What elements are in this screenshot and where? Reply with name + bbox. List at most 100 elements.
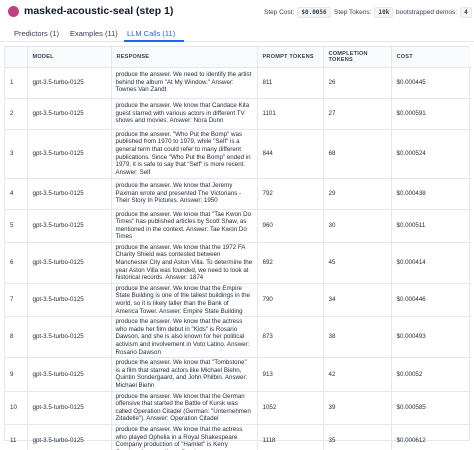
response-cell: produce the answer. We know that Candace… [111, 98, 258, 130]
completion-tokens-cell: 68 [323, 129, 392, 179]
column-header-index [5, 47, 28, 68]
prompt-tokens-cell: 1101 [257, 98, 324, 130]
tab-examples[interactable]: Examples (11) [70, 29, 118, 38]
completion-tokens-cell: 39 [323, 391, 392, 425]
table-row[interactable]: 2 gpt-3.5-turbo-0125 produce the answer.… [5, 98, 471, 130]
cost-cell: $0.000414 [391, 242, 471, 284]
row-index: 7 [5, 283, 28, 318]
table-row[interactable]: 3 gpt-3.5-turbo-0125 produce the answer.… [5, 129, 471, 179]
step-tokens-label: Step Tokens: [334, 8, 372, 16]
prompt-tokens-cell: 1118 [257, 424, 324, 450]
table-row[interactable]: 6 gpt-3.5-turbo-0125 produce the answer.… [5, 242, 471, 284]
column-header-prompt-tokens[interactable]: PROMPT TOKENS [257, 47, 324, 68]
prompt-tokens-cell: 692 [257, 242, 324, 284]
completion-tokens-cell: 34 [323, 283, 392, 318]
completion-tokens-cell: 29 [323, 178, 392, 210]
column-header-response[interactable]: RESPONSE [111, 47, 258, 68]
response-cell: produce the answer. We know that Jeremy … [111, 178, 258, 210]
table-row[interactable]: 9 gpt-3.5-turbo-0125 produce the answer.… [5, 357, 471, 392]
prompt-tokens-cell: 913 [257, 357, 324, 392]
response-cell: produce the answer. We need to identify … [111, 67, 258, 99]
model-cell: gpt-3.5-turbo-0125 [27, 283, 112, 318]
cost-cell: $0.000493 [391, 316, 471, 359]
model-cell: gpt-3.5-turbo-0125 [27, 357, 112, 392]
table-row[interactable]: 5 gpt-3.5-turbo-0125 produce the answer.… [5, 209, 471, 243]
column-header-completion-tokens[interactable]: COMPLETION TOKENS [323, 47, 392, 68]
row-index: 6 [5, 242, 28, 284]
column-header-cost[interactable]: COST [391, 47, 471, 68]
step-cost-label: Step Cost: [264, 8, 295, 16]
row-index: 3 [5, 129, 28, 179]
row-index: 11 [5, 424, 28, 450]
completion-tokens-cell: 38 [323, 316, 392, 359]
cost-cell: $0.000585 [391, 391, 471, 425]
table-row[interactable]: 4 gpt-3.5-turbo-0125 produce the answer.… [5, 178, 471, 210]
prompt-tokens-cell: 1052 [257, 391, 324, 425]
model-cell: gpt-3.5-turbo-0125 [27, 98, 112, 130]
response-cell: produce the answer. We know that "Tombst… [111, 357, 258, 392]
bootstrapped-demos-value: 4 [460, 6, 472, 18]
step-cost-stat: Step Cost: $0.0056 [264, 6, 331, 18]
cost-cell: $0.000591 [391, 98, 471, 130]
response-cell: produce the answer. We know that the act… [111, 424, 258, 450]
bootstrapped-demos-stat: bootstrapped demos: 4 [396, 6, 472, 18]
cost-cell: $0.000445 [391, 67, 471, 99]
table-row[interactable]: 8 gpt-3.5-turbo-0125 produce the answer.… [5, 316, 471, 359]
cost-cell: $0.000446 [391, 283, 471, 318]
table-row[interactable]: 1 gpt-3.5-turbo-0125 produce the answer.… [5, 67, 471, 99]
row-index: 5 [5, 209, 28, 243]
column-header-model[interactable]: MODEL [27, 47, 112, 68]
row-index: 10 [5, 391, 28, 425]
row-index: 2 [5, 98, 28, 130]
completion-tokens-cell: 26 [323, 67, 392, 99]
active-tab-indicator [124, 40, 184, 42]
response-cell: produce the answer. We know that the Emp… [111, 283, 258, 318]
table-row[interactable]: 11 gpt-3.5-turbo-0125 produce the answer… [5, 424, 471, 450]
model-cell: gpt-3.5-turbo-0125 [27, 242, 112, 284]
tab-predictors[interactable]: Predictors (1) [14, 29, 60, 38]
page-title: masked-acoustic-seal (step 1) [24, 5, 174, 17]
cost-cell: $0.00052 [391, 357, 471, 392]
cost-cell: $0.000438 [391, 178, 471, 210]
table-row[interactable]: 10 gpt-3.5-turbo-0125 produce the answer… [5, 391, 471, 425]
model-cell: gpt-3.5-turbo-0125 [27, 129, 112, 179]
prompt-tokens-cell: 844 [257, 129, 324, 179]
page-header: masked-acoustic-seal (step 1) Step Cost:… [0, 0, 474, 24]
model-cell: gpt-3.5-turbo-0125 [27, 67, 112, 99]
cost-cell: $0.000511 [391, 209, 471, 243]
prompt-tokens-cell: 960 [257, 209, 324, 243]
model-cell: gpt-3.5-turbo-0125 [27, 316, 112, 359]
prompt-tokens-cell: 811 [257, 67, 324, 99]
row-index: 8 [5, 316, 28, 359]
completion-tokens-cell: 45 [323, 242, 392, 284]
cost-cell: $0.000524 [391, 129, 471, 179]
cost-cell: $0.000612 [391, 424, 471, 450]
step-tokens-value: 10k [374, 6, 394, 18]
table-header-row: MODEL RESPONSE PROMPT TOKENS COMPLETION … [5, 47, 471, 68]
completion-tokens-cell: 42 [323, 357, 392, 392]
llm-calls-table: MODEL RESPONSE PROMPT TOKENS COMPLETION … [5, 47, 471, 450]
prompt-tokens-cell: 873 [257, 316, 324, 359]
response-cell: produce the answer. We know that the 197… [111, 242, 258, 284]
model-cell: gpt-3.5-turbo-0125 [27, 424, 112, 450]
response-cell: produce the answer. We know that the Ger… [111, 391, 258, 425]
table-row[interactable]: 7 gpt-3.5-turbo-0125 produce the answer.… [5, 283, 471, 318]
prompt-tokens-cell: 790 [257, 283, 324, 318]
tab-bar: Predictors (1) Examples (11) LLM Calls (… [0, 26, 474, 42]
row-index: 4 [5, 178, 28, 210]
llm-calls-table-container[interactable]: MODEL RESPONSE PROMPT TOKENS COMPLETION … [4, 46, 471, 450]
row-index: 1 [5, 67, 28, 99]
model-cell: gpt-3.5-turbo-0125 [27, 178, 112, 210]
response-cell: produce the answer. We know that "Tae Kw… [111, 209, 258, 243]
step-tokens-stat: Step Tokens: 10k [334, 6, 394, 18]
completion-tokens-cell: 27 [323, 98, 392, 130]
response-cell: produce the answer. We know that the act… [111, 316, 258, 359]
model-cell: gpt-3.5-turbo-0125 [27, 391, 112, 425]
model-cell: gpt-3.5-turbo-0125 [27, 209, 112, 243]
bootstrapped-demos-label: bootstrapped demos: [396, 8, 458, 16]
prompt-tokens-cell: 792 [257, 178, 324, 210]
tab-llm-calls[interactable]: LLM Calls (11) [127, 29, 176, 38]
completion-tokens-cell: 35 [323, 424, 392, 450]
row-index: 9 [5, 357, 28, 392]
status-dot-icon [8, 6, 19, 17]
